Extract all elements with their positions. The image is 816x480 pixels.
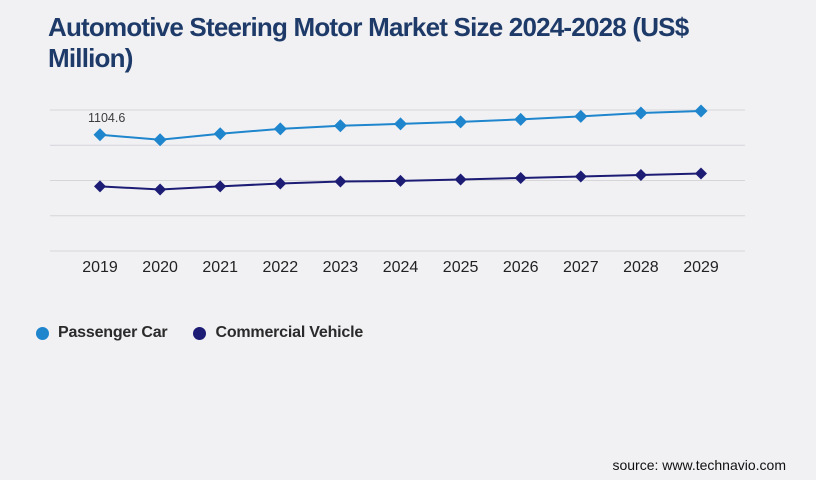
x-tick-label: 2028 [623,259,659,276]
x-tick-label: 2021 [202,259,238,276]
legend-label-commercial-vehicle: Commercial Vehicle [215,324,364,341]
x-tick-label: 2025 [443,259,479,276]
x-tick-label: 2022 [263,259,299,276]
legend-item-commercial-vehicle: Commercial Vehicle [193,324,363,342]
data-point-marker [154,183,167,196]
data-point-marker [273,122,287,136]
data-point-marker [574,109,588,123]
chart-legend: Passenger Car Commercial Vehicle [36,324,363,342]
data-point-marker [333,119,347,133]
data-point-marker [213,127,227,141]
x-tick-label: 2019 [82,259,118,276]
data-point-marker [695,167,707,180]
data-label: 1104.6 [88,111,125,125]
data-point-marker [214,180,227,193]
source-attribution: source: www.technavio.com [612,457,786,473]
series-commercial-vehicle [94,167,707,196]
x-tick-label: 2027 [563,259,599,276]
legend-item-passenger-car: Passenger Car [36,324,168,342]
passenger-car-marker-icon [36,326,49,340]
data-point-marker [153,133,167,147]
x-tick-label: 2020 [142,259,178,276]
data-point-marker [634,106,648,120]
data-point-marker [514,112,528,126]
chart-title: Automotive Steering Motor Market Size 20… [48,12,689,73]
data-point-marker [334,175,347,188]
data-point-marker [634,169,647,182]
data-point-marker [93,128,107,142]
series-passenger-car [93,104,708,147]
commercial-vehicle-marker-icon [193,326,207,340]
data-point-marker [454,115,468,129]
data-point-marker [94,180,106,193]
data-point-marker [574,170,587,183]
data-point-marker [694,104,708,118]
data-point-marker [514,171,527,184]
x-tick-label: 2026 [503,259,539,276]
x-tick-label: 2023 [323,259,359,276]
x-tick-label: 2024 [383,259,419,276]
x-axis-labels: 2019 2020 2021 2022 2023 2024 2025 2026 2027 2028… [82,259,719,276]
data-point-marker [274,177,287,190]
legend-label-passenger-car: Passenger Car [58,324,168,341]
x-tick-label: 2029 [683,259,719,276]
data-point-marker [454,173,467,186]
data-point-marker [394,117,407,131]
data-point-marker [394,174,407,187]
